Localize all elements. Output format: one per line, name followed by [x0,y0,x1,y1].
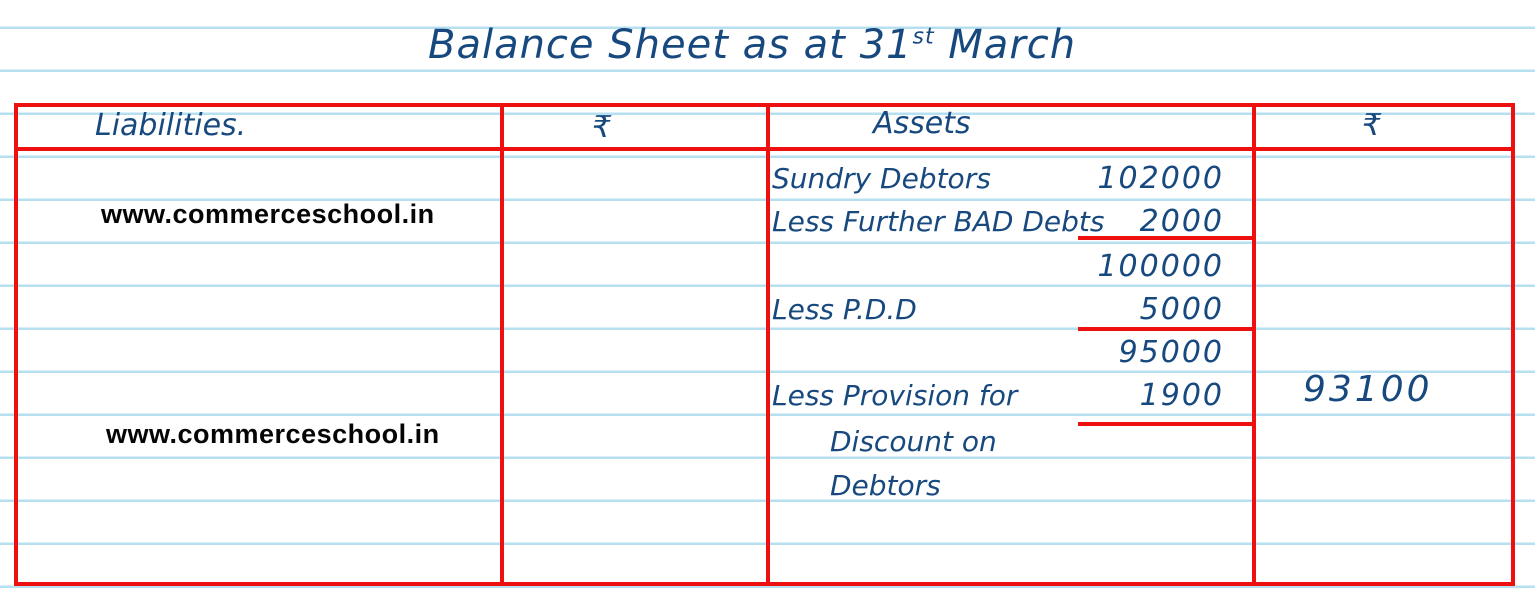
page-title: Balance Sheet as at 31st March [428,22,1076,68]
page-title-suffix: March [934,22,1077,68]
asset-row-label: Sundry Debtors [772,162,991,195]
asset-row-label: Less Provision for [772,379,1018,412]
asset-row-label: Debtors [830,469,941,502]
column-divider-liabilities-amount [500,107,504,582]
asset-row: Debtors [772,465,1258,507]
amount-underline [1078,422,1254,426]
assets-column-header: Assets [873,106,971,141]
column-divider-assets-amount [1252,107,1256,582]
asset-row-amount: 100000 [1097,249,1224,284]
amount-underline [1078,236,1254,240]
asset-row-label: Discount on [830,425,997,458]
asset-row: Less P.D.D 5000 [772,289,1258,331]
asset-row-label: Less P.D.D [772,293,917,326]
watermark-bottom: www.commerceschool.in [106,419,440,449]
asset-row: Less Provision for 1900 [772,375,1258,417]
asset-row-amount: 95000 [1118,335,1224,370]
asset-row-amount: 5000 [1139,292,1224,327]
asset-row-amount: 2000 [1139,204,1224,239]
balance-sheet-table [14,103,1515,586]
column-divider-assets [766,107,770,582]
asset-row: Discount on [772,421,1258,463]
asset-row-amount: 102000 [1097,161,1224,196]
page-title-superscript: st [912,24,935,50]
asset-row-amount: 1900 [1139,378,1224,413]
asset-row: 95000 [772,332,1258,374]
asset-row: Less Further BAD Debts 2000 [772,201,1258,243]
header-divider-line [18,147,1511,151]
liabilities-amount-column-header: ₹ [592,110,612,145]
asset-row: Sundry Debtors 102000 [772,158,1258,200]
liabilities-column-header: Liabilities. [95,108,247,143]
asset-row-label: Less Further BAD Debts [772,205,1105,238]
asset-row: 100000 [772,246,1258,288]
assets-total-amount: 93100 [1303,369,1433,410]
amount-underline [1078,327,1254,331]
page-title-prefix: Balance Sheet as at 31 [428,22,913,68]
watermark-top: www.commerceschool.in [101,199,435,229]
assets-amount-column-header: ₹ [1362,108,1382,143]
